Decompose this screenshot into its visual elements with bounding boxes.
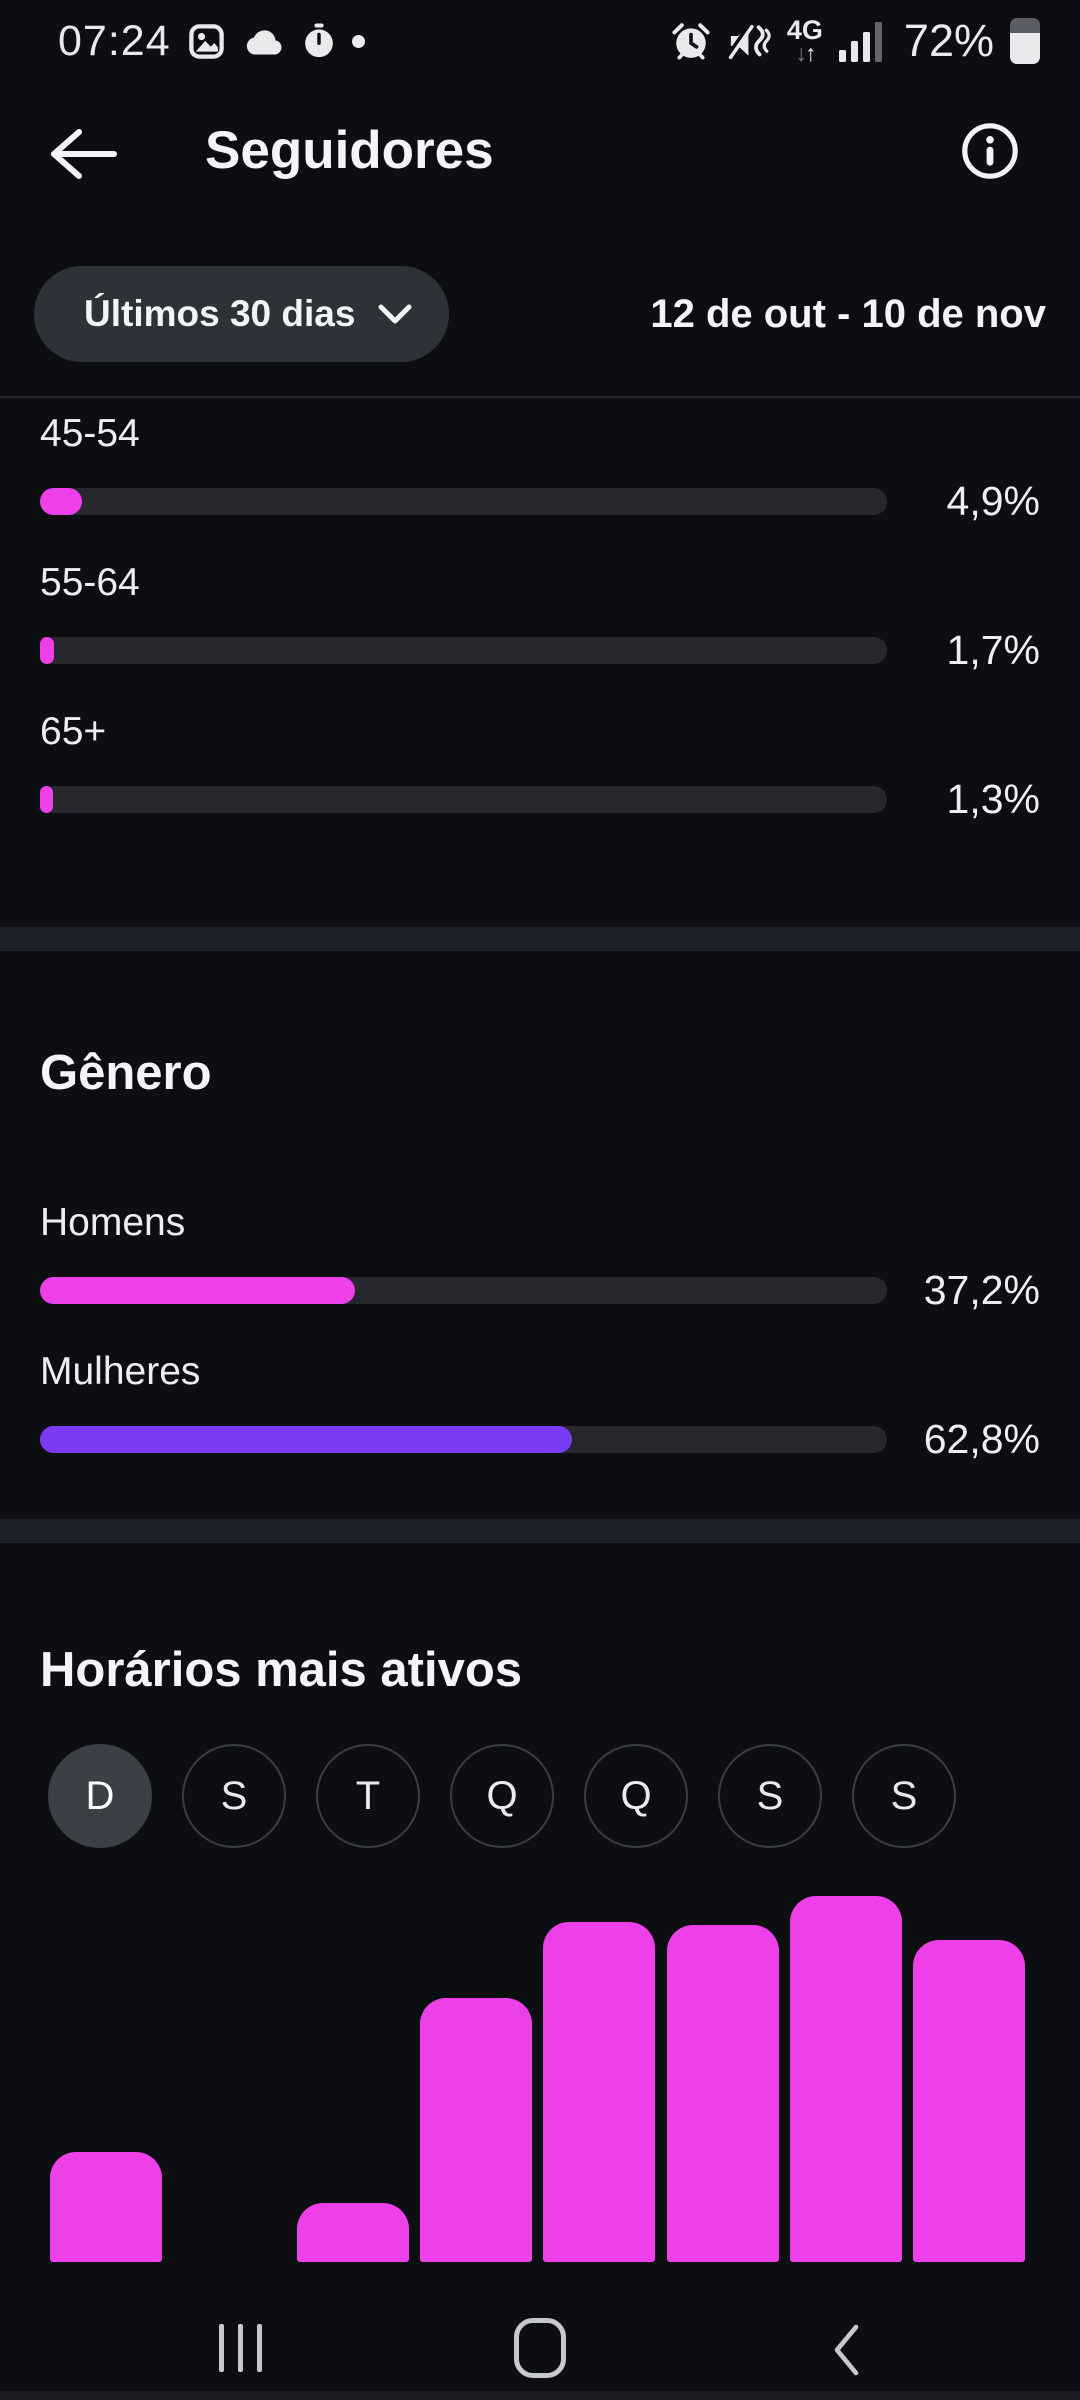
chevron-down-icon	[377, 303, 413, 325]
age-value: 4,9%	[946, 477, 1040, 524]
signal-strength-icon	[838, 20, 882, 62]
day-chip-6[interactable]: S	[718, 1744, 822, 1848]
gender-value: 37,2%	[923, 1266, 1040, 1313]
gender-bar-fill	[40, 1276, 356, 1304]
gallery-icon	[188, 23, 225, 60]
navigation-bar	[0, 2290, 1080, 2400]
back-button[interactable]	[46, 126, 120, 182]
info-icon[interactable]	[960, 121, 1020, 181]
age-value: 1,7%	[946, 626, 1040, 673]
alarm-icon	[671, 21, 711, 61]
period-dropdown[interactable]: Últimos 30 dias	[34, 266, 450, 362]
age-bar-fill	[40, 785, 53, 813]
age-label: 65+	[40, 710, 107, 753]
chart-bar-3	[297, 2203, 409, 2262]
age-value: 1,3%	[946, 775, 1040, 822]
gender-label: Homens	[40, 1201, 186, 1244]
day-chip-7[interactable]: S	[852, 1744, 956, 1848]
chart-bar-7	[790, 1896, 902, 2262]
status-bar: 07:24	[0, 0, 1080, 76]
app-header: Seguidores	[0, 98, 1080, 210]
active-times-heading: Horários mais ativos	[40, 1643, 523, 1697]
day-chip-5[interactable]: Q	[584, 1744, 688, 1848]
cloud-icon	[242, 26, 286, 57]
battery-percent: 72%	[903, 15, 994, 66]
chart-bar-6	[667, 1925, 779, 2262]
notification-dot-icon	[351, 34, 365, 48]
gender-row: Mulheres 62,8%	[40, 1350, 1040, 1463]
day-chip-3[interactable]: T	[316, 1744, 420, 1848]
day-chip-1[interactable]: D	[48, 1744, 152, 1848]
age-row: 65+ 1,3%	[40, 710, 1040, 823]
day-chip-4[interactable]: Q	[450, 1744, 554, 1848]
screen-edge	[0, 2391, 1080, 2400]
age-bar-track	[40, 636, 887, 664]
age-label: 45-54	[40, 412, 140, 455]
chart-bar-4	[420, 1998, 532, 2262]
age-row: 45-54 4,9%	[40, 412, 1040, 525]
divider	[0, 396, 1080, 398]
age-bar-track	[40, 487, 887, 515]
chart-bar-1	[50, 2152, 162, 2262]
active-times-bar-chart	[0, 1880, 1080, 2262]
age-bar-track	[40, 785, 887, 813]
age-bar-fill	[40, 487, 82, 515]
mute-vibrate-icon	[726, 22, 771, 60]
age-label: 55-64	[40, 561, 140, 604]
chart-bar-8	[913, 1940, 1025, 2262]
gender-section: Gênero Homens 37,2% Mulheres 62,8%	[40, 950, 1040, 1463]
clock-time: 07:24	[58, 16, 171, 65]
gender-bar-track	[40, 1276, 887, 1304]
age-breakdown-section: 45-54 4,9% 55-64 1,7% 65+ 1,3%	[40, 398, 1040, 823]
age-bar-fill	[40, 636, 55, 664]
back-icon[interactable]	[832, 2324, 860, 2376]
gender-label: Mulheres	[40, 1350, 201, 1393]
age-row: 55-64 1,7%	[40, 561, 1040, 674]
battery-icon	[1010, 18, 1040, 64]
recents-icon[interactable]	[219, 2324, 262, 2372]
period-dropdown-label: Últimos 30 dias	[84, 293, 356, 334]
stopwatch-icon	[303, 23, 335, 59]
date-range: 12 de out - 10 de nov	[650, 291, 1046, 336]
gender-bar-fill	[40, 1425, 572, 1453]
gender-row: Homens 37,2%	[40, 1201, 1040, 1314]
gender-value: 62,8%	[923, 1415, 1040, 1462]
section-divider	[0, 1518, 1080, 1543]
section-divider	[0, 926, 1080, 951]
page-title: Seguidores	[205, 121, 494, 180]
gender-heading: Gênero	[40, 1046, 212, 1100]
home-icon[interactable]	[514, 2318, 566, 2378]
day-chip-2[interactable]: S	[182, 1744, 286, 1848]
chart-bar-5	[543, 1922, 655, 2262]
filter-row: Últimos 30 dias 12 de out - 10 de nov	[34, 266, 1046, 362]
gender-bar-track	[40, 1425, 887, 1453]
network-4g-icon: 4G ↓↑	[786, 15, 823, 66]
